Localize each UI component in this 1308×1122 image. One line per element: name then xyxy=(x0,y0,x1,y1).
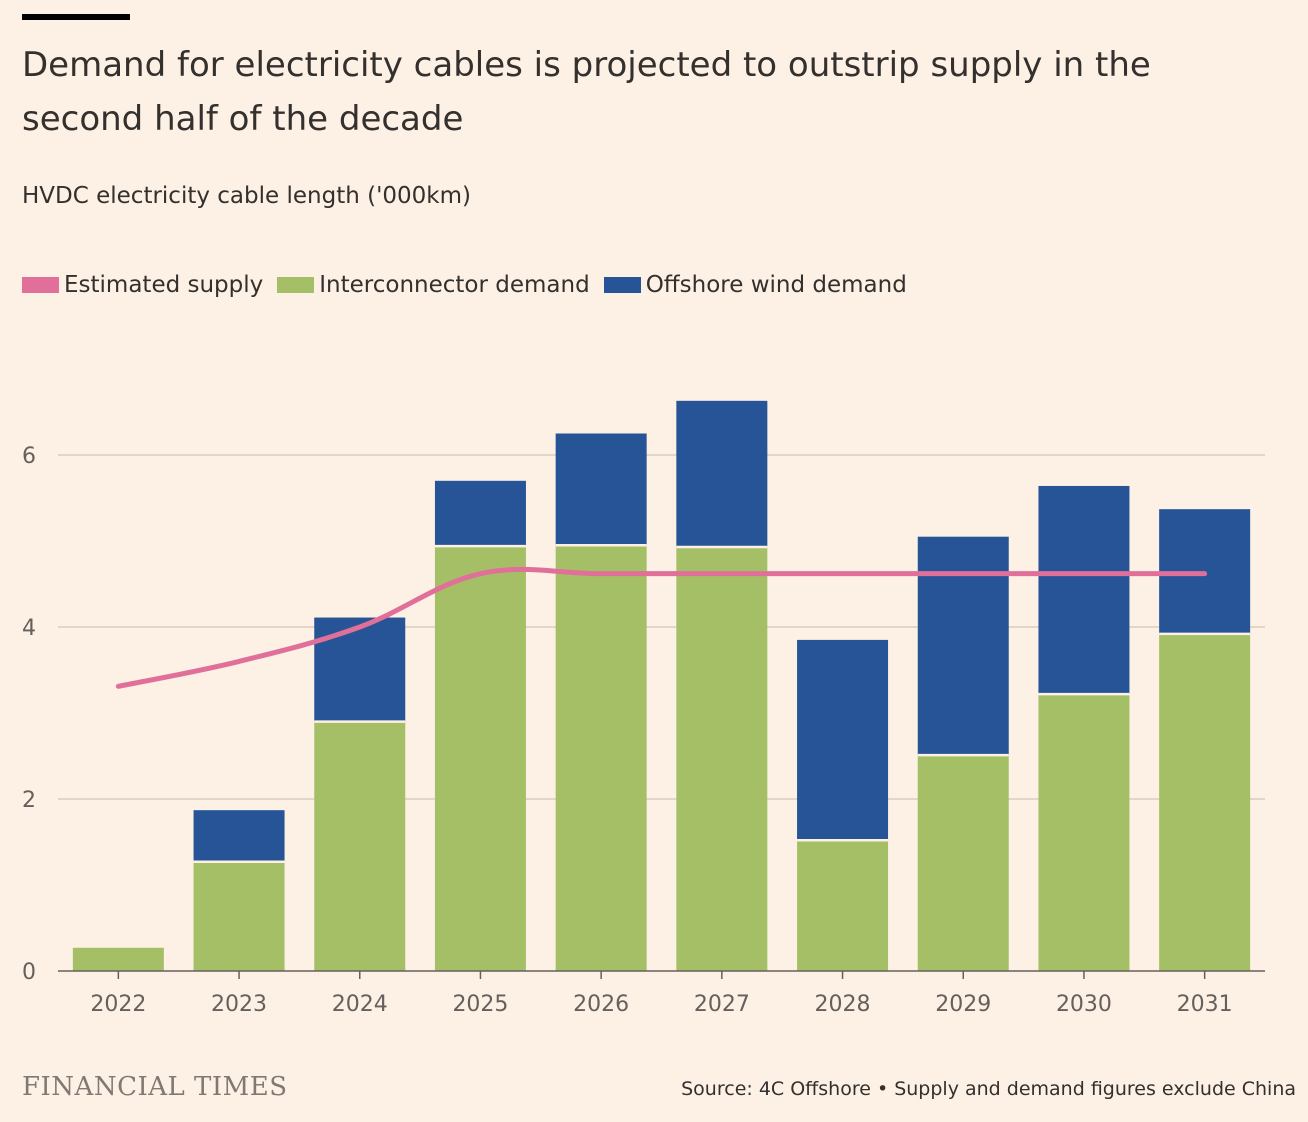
brand-logo: FINANCIAL TIMES xyxy=(22,1072,288,1102)
x-tick-label: 2030 xyxy=(1056,992,1112,1017)
bar-interconnector-2031 xyxy=(1159,633,1251,971)
x-tick-label: 2023 xyxy=(211,992,267,1017)
legend-label-offshore: Offshore wind demand xyxy=(645,272,907,298)
source-note: Source: 4C Offshore • Supply and demand … xyxy=(681,1078,1296,1100)
chart-subtitle: HVDC electricity cable length ('000km) xyxy=(22,183,471,209)
bar-offshore-2030 xyxy=(1038,485,1130,695)
x-tick-label: 2027 xyxy=(694,992,750,1017)
legend-item-offshore: Offshore wind demand xyxy=(603,272,907,298)
legend-item-supply: Estimated supply xyxy=(22,272,263,298)
x-tick-label: 2031 xyxy=(1177,992,1233,1017)
x-tick-label: 2022 xyxy=(90,992,146,1017)
bar-offshore-2024 xyxy=(314,617,406,722)
legend: Estimated supply Interconnector demand O… xyxy=(22,272,921,298)
header-rule xyxy=(22,14,130,20)
y-tick-label: 0 xyxy=(22,960,36,985)
x-tick-label: 2029 xyxy=(935,992,991,1017)
supply-line xyxy=(115,566,1208,689)
x-tick-label: 2024 xyxy=(332,992,388,1017)
x-tick-label: 2028 xyxy=(815,992,871,1017)
bar-interconnector-2027 xyxy=(676,547,768,971)
x-tick-label: 2025 xyxy=(452,992,508,1017)
legend-swatch-supply xyxy=(22,277,59,293)
y-tick-label: 2 xyxy=(22,788,36,813)
bar-interconnector-2024 xyxy=(314,721,406,971)
legend-label-supply: Estimated supply xyxy=(64,272,264,298)
legend-swatch-offshore xyxy=(603,277,641,293)
y-tick-label: 6 xyxy=(22,444,36,469)
y-tick-label: 4 xyxy=(22,616,36,641)
bar-interconnector-2022 xyxy=(72,947,164,971)
bar-interconnector-2023 xyxy=(193,861,285,971)
bar-interconnector-2025 xyxy=(434,546,526,971)
bar-interconnector-2028 xyxy=(797,840,889,971)
legend-item-interconnector: Interconnector demand xyxy=(277,272,590,298)
bar-interconnector-2026 xyxy=(555,545,647,971)
bar-offshore-2028 xyxy=(797,639,889,841)
bar-interconnector-2029 xyxy=(917,755,1009,971)
chart-title: Demand for electricity cables is project… xyxy=(22,45,1151,139)
x-tick-label: 2026 xyxy=(573,992,629,1017)
bar-offshore-2025 xyxy=(434,480,526,547)
bar-interconnector-2030 xyxy=(1038,694,1130,971)
legend-swatch-interconnector xyxy=(277,277,315,293)
bar-offshore-2026 xyxy=(555,433,647,546)
bar-offshore-2027 xyxy=(676,400,768,548)
legend-label-interconnector: Interconnector demand xyxy=(319,272,590,298)
bar-offshore-2029 xyxy=(917,536,1009,756)
bar-offshore-2023 xyxy=(193,810,285,862)
